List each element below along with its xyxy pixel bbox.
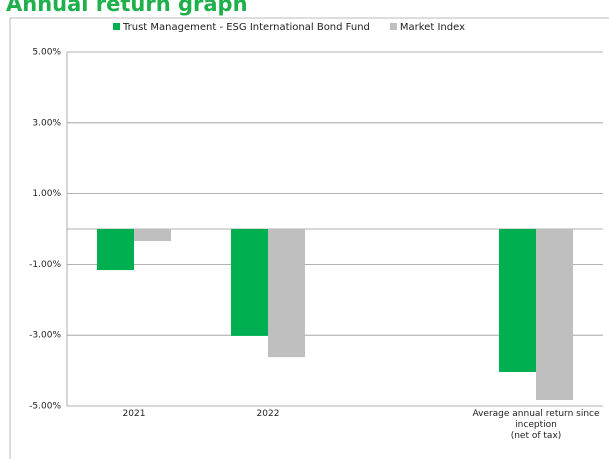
bar bbox=[134, 229, 171, 242]
chart-frame bbox=[9, 17, 609, 459]
bar bbox=[97, 229, 134, 271]
y-tick-label: -1.00% bbox=[29, 260, 61, 270]
x-tick-label: 2022 bbox=[256, 409, 280, 419]
y-tick-label: -3.00% bbox=[29, 331, 61, 341]
legend-label: Market Index bbox=[400, 22, 465, 33]
bar bbox=[268, 229, 305, 358]
x-tick-label: 2021 bbox=[122, 409, 146, 419]
legend-swatch bbox=[113, 23, 120, 30]
y-tick-label: -5.00% bbox=[29, 402, 61, 412]
legend-swatch bbox=[389, 23, 397, 30]
y-tick-label: 3.00% bbox=[32, 118, 61, 128]
legend-label: Trust Management - ESG International Bon… bbox=[122, 22, 370, 33]
y-tick-label: 5.00% bbox=[32, 48, 61, 58]
bar bbox=[231, 229, 268, 336]
x-tick-label: Average annual return since inception (n… bbox=[472, 409, 600, 441]
bar bbox=[536, 229, 573, 400]
y-tick-label: 1.00% bbox=[32, 189, 61, 199]
chart-title: Annual return graph bbox=[6, 0, 248, 16]
bar bbox=[499, 229, 536, 373]
